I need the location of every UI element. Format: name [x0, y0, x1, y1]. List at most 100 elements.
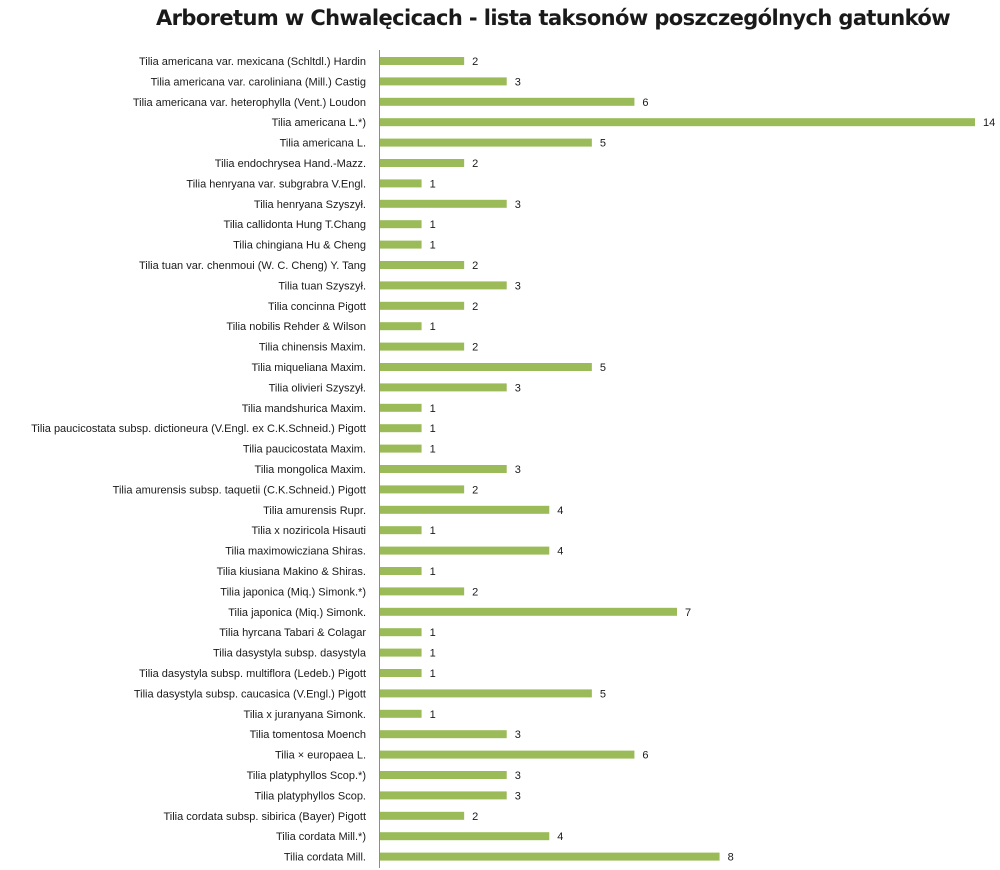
data-label: 5 [600, 362, 606, 374]
bar [380, 526, 422, 535]
data-label: 3 [515, 199, 521, 211]
bar [380, 689, 592, 698]
category-label: Tilia americana var. heterophylla (Vent.… [133, 97, 366, 109]
bar [380, 832, 550, 841]
data-label: 1 [430, 423, 436, 435]
bar [380, 57, 465, 65]
data-label: 3 [515, 280, 521, 292]
category-label: Tilia dasystyla subsp. caucasica (V.Engl… [134, 688, 366, 700]
category-label: Tilia americana var. caroliniana (Mill.)… [151, 76, 366, 88]
data-label: 3 [515, 382, 521, 394]
category-label: Tilia concinna Pigott [268, 301, 366, 313]
category-label: Tilia mandshurica Maxim. [242, 403, 366, 415]
bar [380, 301, 465, 310]
data-label: 2 [472, 811, 478, 823]
bar [380, 465, 507, 473]
data-label: 1 [430, 178, 436, 190]
bar [380, 424, 422, 433]
category-label: Tilia henryana Szyszył. [254, 199, 366, 211]
data-label: 2 [472, 260, 478, 272]
bar [380, 709, 422, 718]
category-label: Tilia × europaea L. [275, 750, 366, 762]
data-label: 5 [600, 688, 606, 700]
bar [380, 771, 507, 779]
bar [380, 505, 550, 514]
category-label: Tilia dasystyla subsp. dasystyla [213, 648, 367, 660]
category-label: Tilia chingiana Hu & Cheng [233, 240, 366, 252]
bar [380, 383, 507, 392]
data-label: 1 [430, 403, 436, 415]
bar [380, 77, 507, 86]
data-label: 1 [430, 709, 436, 721]
category-label: Tilia platyphyllos Scop.*) [247, 770, 366, 782]
data-label: 3 [515, 729, 521, 741]
category-label: Tilia amurensis subsp. taquetii (C.K.Sch… [113, 484, 366, 496]
category-label: Tilia tuan var. chenmoui (W. C. Cheng) Y… [139, 260, 366, 272]
bar [380, 322, 422, 331]
category-label: Tilia platyphyllos Scop. [255, 790, 366, 802]
category-label: Tilia chinensis Maxim. [259, 342, 366, 354]
category-label: Tilia callidonta Hung T.Chang [224, 219, 366, 231]
chart-title: Arboretum w Chwalęcicach - lista taksonó… [155, 6, 951, 30]
bar [380, 179, 422, 188]
bar [380, 403, 422, 412]
category-label: Tilia paucicostata subsp. dictioneura (V… [31, 423, 366, 435]
bar [380, 220, 422, 229]
data-label: 3 [515, 770, 521, 782]
bar [380, 118, 975, 127]
category-label: Tilia miqueliana Maxim. [251, 362, 366, 374]
category-labels: Tilia americana var. mexicana (Schltdl.)… [31, 56, 367, 864]
bar [380, 567, 422, 575]
data-label: 6 [642, 750, 648, 762]
bar [380, 811, 465, 820]
data-label: 6 [642, 97, 648, 109]
value-labels: 2361452131123212531113241412711151363324… [430, 56, 996, 864]
category-label: Tilia tomentosa Moench [250, 729, 366, 741]
data-label: 1 [430, 525, 436, 537]
data-label: 3 [515, 464, 521, 476]
bar [380, 342, 465, 351]
bar [380, 281, 507, 290]
bar [380, 97, 635, 106]
bar [380, 261, 465, 269]
bar [380, 750, 635, 759]
category-label: Tilia kiusiana Makino & Shiras. [217, 566, 366, 578]
category-label: Tilia japonica (Miq.) Simonk. [228, 607, 366, 619]
data-label: 2 [472, 586, 478, 598]
bar [380, 199, 507, 208]
category-label: Tilia dasystyla subsp. multiflora (Ledeb… [139, 668, 366, 680]
category-label: Tilia americana var. mexicana (Schltdl.)… [139, 56, 366, 68]
category-label: Tilia nobilis Rehder & Wilson [226, 321, 366, 333]
data-label: 3 [515, 76, 521, 88]
category-label: Tilia olivieri Szyszył. [269, 382, 366, 394]
bar [380, 791, 507, 800]
category-label: Tilia mongolica Maxim. [255, 464, 366, 476]
data-label: 7 [685, 607, 691, 619]
category-label: Tilia japonica (Miq.) Simonk.*) [220, 586, 366, 598]
bar [380, 669, 422, 677]
data-label: 8 [728, 852, 734, 864]
bar [380, 159, 465, 167]
bar [380, 607, 677, 616]
bar [380, 485, 465, 494]
data-label: 2 [472, 56, 478, 68]
data-label: 14 [983, 117, 995, 129]
bar [380, 138, 592, 147]
data-label: 1 [430, 566, 436, 578]
data-label: 1 [430, 240, 436, 252]
bar [380, 587, 465, 596]
bar [380, 363, 592, 371]
category-label: Tilia americana L. [280, 138, 366, 150]
data-label: 1 [430, 219, 436, 231]
bar [380, 648, 422, 657]
data-label: 4 [557, 505, 563, 517]
data-label: 1 [430, 648, 436, 660]
category-label: Tilia amurensis Rupr. [263, 505, 366, 517]
bars [380, 57, 975, 861]
data-label: 1 [430, 668, 436, 680]
bar [380, 628, 422, 637]
category-label: Tilia endochrysea Hand.-Mazz. [215, 158, 366, 170]
bar [380, 240, 422, 249]
category-label: Tilia x noziricola Hisauti [251, 525, 366, 537]
